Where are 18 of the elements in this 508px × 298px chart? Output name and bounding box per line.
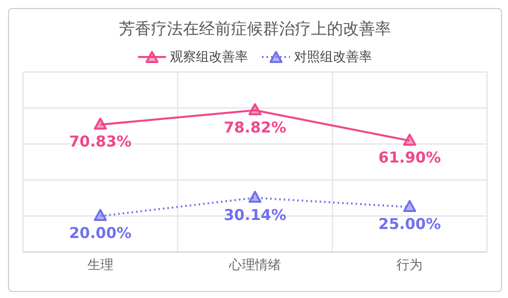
point: [403, 200, 416, 212]
point: [403, 134, 416, 146]
point: [94, 118, 107, 130]
legend-label: 对照组改善率: [294, 49, 372, 66]
data-label: 30.14%: [224, 206, 286, 224]
data-label: 70.83%: [69, 132, 132, 151]
chart-title: 芳香疗法在经前症候群治疗上的改善率: [118, 19, 392, 40]
x-tick-label: 行为: [396, 258, 423, 274]
point: [94, 209, 107, 222]
x-tick-label: 心理情绪: [228, 257, 281, 274]
data-label: 61.90%: [378, 148, 441, 167]
legend-label: 观察组改善率: [170, 49, 248, 66]
data-label: 25.00%: [378, 215, 441, 234]
point: [248, 103, 262, 116]
point: [248, 190, 262, 203]
data-label: 78.82%: [224, 118, 286, 136]
x-tick-label: 生理: [87, 258, 114, 274]
data-label: 20.00%: [69, 224, 132, 242]
